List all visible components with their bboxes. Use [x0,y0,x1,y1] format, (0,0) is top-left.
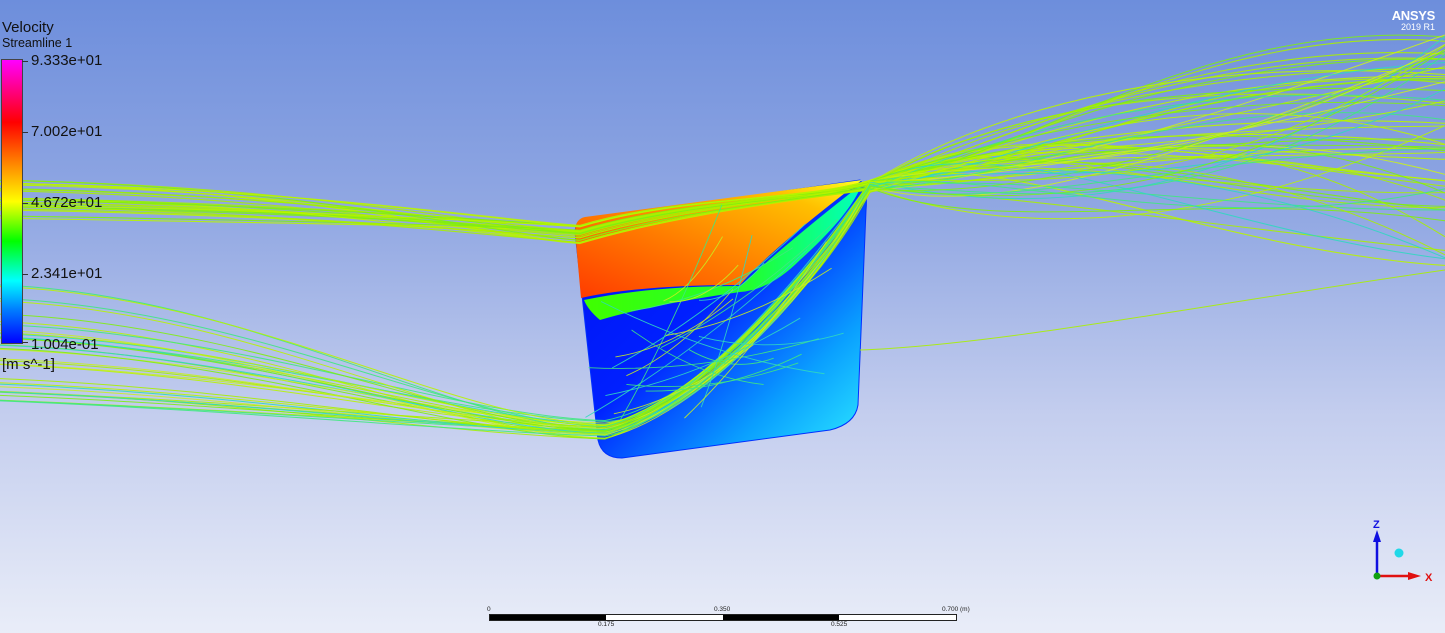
streamline [0,68,1445,243]
scale-segment [490,615,606,620]
legend-units: [m s^-1] [2,356,55,373]
streamline [588,338,819,369]
streamline [0,48,1445,432]
x-arrow-icon [1408,572,1421,580]
streamline [585,249,808,418]
streamline [0,100,1445,433]
legend-title: Velocity [2,19,54,36]
z-arrow-icon [1373,530,1381,542]
streamline [698,262,765,301]
legend-tick-label: 1.004e-01 [31,336,99,353]
hull-surface-upper [575,180,862,298]
legend-tick-label: 7.002e+01 [31,123,103,140]
streamline [0,135,1445,241]
streamline [615,298,734,358]
streamline [0,93,1445,239]
legend-tick [22,342,28,343]
streamline [0,151,1445,426]
streamline [0,88,1445,434]
legend-tick [22,274,28,275]
streamline [698,332,844,346]
scale-label: 0.525 [831,621,848,628]
streamline [0,44,1445,436]
scale-bar-track [489,614,957,621]
ansys-logo: ANSYS 2019 R1 [1391,8,1436,32]
streamline [600,301,825,375]
legend-tick [22,61,28,62]
logo-brand: ANSYS [1391,8,1436,23]
streamline [611,223,806,369]
streamline [700,234,753,408]
legend-tick-label: 2.341e+01 [31,265,103,282]
streamline [684,241,827,419]
scale-label: 0 [487,606,491,613]
legend-tick [22,132,28,133]
hull-body [574,179,867,459]
color-legend-bar [1,59,23,344]
streamline [626,362,799,388]
streamline [0,70,1445,227]
streamline [0,113,1445,427]
x-axis-label: X [1425,572,1433,584]
light-sphere-icon [1394,548,1404,558]
streamline [619,204,723,421]
streamline [665,267,832,336]
streamline [626,289,734,377]
streamline [0,181,1445,437]
streamline [859,269,1445,351]
z-axis-label: Z [1373,519,1380,531]
streamline [663,236,723,302]
streamline [0,81,1445,430]
legend-subtitle: Streamline 1 [2,36,73,50]
scale-unit: (m) [960,606,970,613]
legend-tick-label: 4.672e+01 [31,194,103,211]
scale-label: 0.350 [714,606,731,613]
scale-label: 0.175 [598,621,615,628]
streamline [631,329,764,385]
streamline [0,157,1445,232]
axis-triad[interactable]: Z X [1373,519,1433,584]
streamlines [0,34,1445,440]
streamline [630,247,793,312]
legend-tick-label: 9.333e+01 [31,52,103,69]
scale-label: 0.700 [942,606,959,613]
legend-tick [22,203,28,204]
streamline [688,349,774,365]
logo-version: 2019 R1 [1400,22,1435,32]
streamline [669,264,739,303]
streamline [0,50,1445,431]
streamline [0,75,1445,245]
streamline [660,218,839,348]
y-axis-dot [1373,572,1381,580]
scale-segment [723,615,839,620]
